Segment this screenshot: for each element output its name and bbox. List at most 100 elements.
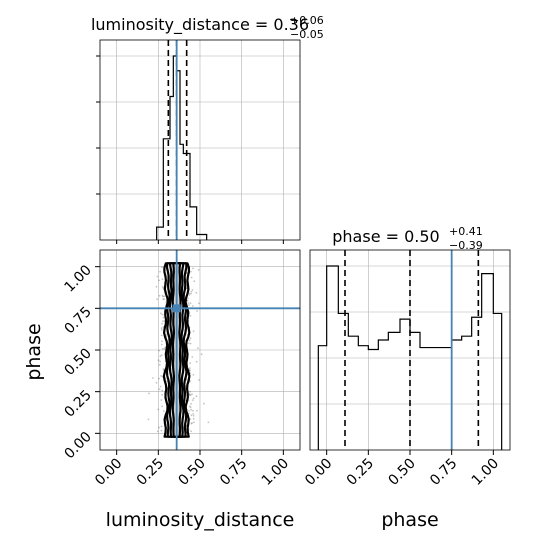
posterior-sample-point [159, 355, 162, 358]
posterior-sample-point [158, 363, 161, 366]
posterior-sample-point [156, 430, 159, 433]
posterior-sample-point [160, 334, 163, 337]
posterior-sample-point [155, 381, 158, 384]
posterior-sample-point [161, 313, 164, 316]
posterior-sample-point [156, 298, 159, 301]
posterior-sample-point [190, 402, 192, 405]
posterior-sample-point [195, 395, 198, 398]
posterior-sample-point [197, 269, 200, 271]
joint-xtick-label-4: 1.00 [259, 456, 292, 489]
posterior-sample-point [162, 316, 165, 319]
posterior-sample-point [162, 286, 165, 289]
posterior-sample-point [161, 340, 163, 343]
posterior-sample-point [195, 360, 198, 363]
posterior-sample-point [207, 421, 210, 424]
posterior-sample-point [190, 430, 193, 433]
posterior-sample-point [161, 405, 164, 408]
posterior-sample-point [163, 295, 166, 298]
posterior-sample-point [190, 414, 193, 417]
posterior-sample-point [189, 362, 192, 365]
posterior-sample-point [162, 295, 164, 298]
posterior-sample-point [161, 348, 164, 350]
posterior-sample-point [191, 356, 194, 358]
posterior-sample-point [190, 290, 193, 293]
posterior-sample-point [200, 353, 203, 356]
posterior-sample-point [161, 394, 164, 396]
posterior-sample-point [159, 270, 162, 273]
posterior-sample-point [152, 377, 154, 379]
posterior-sample-point [190, 408, 193, 411]
posterior-sample-point [162, 320, 164, 323]
posterior-sample-point [161, 286, 164, 288]
posterior-sample-point [192, 409, 194, 412]
luminosity-distance-title-prefix: luminosity_distance = [91, 15, 273, 35]
posterior-sample-point [189, 406, 192, 409]
posterior-sample-point [158, 377, 160, 380]
posterior-sample-point [160, 329, 163, 331]
posterior-sample-point [193, 421, 195, 424]
posterior-sample-point [163, 298, 166, 300]
posterior-sample-point [197, 347, 199, 349]
posterior-sample-point [203, 402, 205, 405]
posterior-sample-point [188, 339, 191, 342]
posterior-sample-point [158, 294, 161, 297]
contour-level-3 [162, 262, 191, 438]
luminosity-distance-histogram-step [156, 55, 208, 240]
posterior-sample-point [191, 422, 193, 424]
posterior-sample-point [187, 342, 190, 345]
posterior-sample-point [189, 390, 191, 393]
posterior-sample-point [196, 310, 199, 312]
posterior-sample-point [158, 426, 161, 429]
posterior-sample-point [148, 392, 150, 395]
posterior-sample-point [162, 368, 165, 370]
posterior-sample-point [196, 409, 198, 412]
luminosity-distance-title-value: 0.36 [273, 15, 309, 34]
posterior-sample-point [186, 297, 189, 300]
posterior-sample-point [160, 399, 163, 401]
posterior-sample-point [192, 267, 194, 270]
posterior-sample-point [192, 397, 195, 400]
posterior-sample-point [188, 294, 191, 296]
joint-ytick-label-1: 0.25 [61, 387, 94, 420]
posterior-sample-point [157, 408, 160, 411]
posterior-sample-point [189, 394, 192, 397]
phase-title: phase = 0.50 [332, 227, 439, 246]
posterior-sample-point [186, 299, 189, 302]
joint-ytick-label-2: 0.50 [61, 346, 94, 379]
joint-ytick-label-4: 1.00 [61, 262, 94, 295]
posterior-sample-point [155, 285, 158, 288]
luminosity-distance-x-axis-label: luminosity_distance [106, 509, 295, 531]
posterior-sample-point [192, 417, 195, 420]
posterior-sample-point [163, 410, 165, 412]
posterior-sample-point [161, 376, 164, 378]
posterior-sample-point [161, 322, 163, 325]
posterior-sample-point [189, 314, 192, 317]
joint-xtick-label-0: 0.00 [92, 456, 125, 489]
posterior-sample-point [189, 369, 191, 372]
posterior-sample-point [190, 270, 192, 273]
posterior-sample-point [189, 367, 191, 369]
posterior-sample-point [158, 388, 161, 390]
joint-posterior-panel: luminosity_distance phase 0.00 0.25 0.50 0.… [23, 249, 301, 531]
posterior-sample-point [191, 289, 194, 291]
joint-xtick-label-1: 0.25 [134, 456, 167, 489]
phase-title-value: 0.50 [404, 227, 440, 246]
posterior-sample-point [147, 418, 150, 421]
posterior-sample-point [188, 304, 190, 306]
phase-title-plus: +0.41 [449, 225, 483, 238]
posterior-sample-point [186, 379, 188, 381]
phase-xtick-label-3: 0.75 [427, 456, 460, 489]
posterior-sample-point [188, 393, 191, 396]
phase-histogram-panel: phase = 0.50 +0.41 −0.39 phase 0.00 0.25 0… [302, 225, 511, 531]
posterior-sample-point [188, 405, 191, 408]
posterior-sample-point [160, 429, 163, 432]
posterior-sample-point [189, 337, 192, 339]
posterior-sample-point [158, 279, 161, 282]
posterior-sample-point [195, 291, 198, 294]
posterior-sample-point [189, 302, 192, 305]
joint-ytick-label-3: 0.75 [61, 304, 94, 337]
posterior-sample-point [160, 375, 163, 377]
posterior-sample-point [160, 343, 163, 346]
posterior-sample-point [162, 298, 165, 301]
